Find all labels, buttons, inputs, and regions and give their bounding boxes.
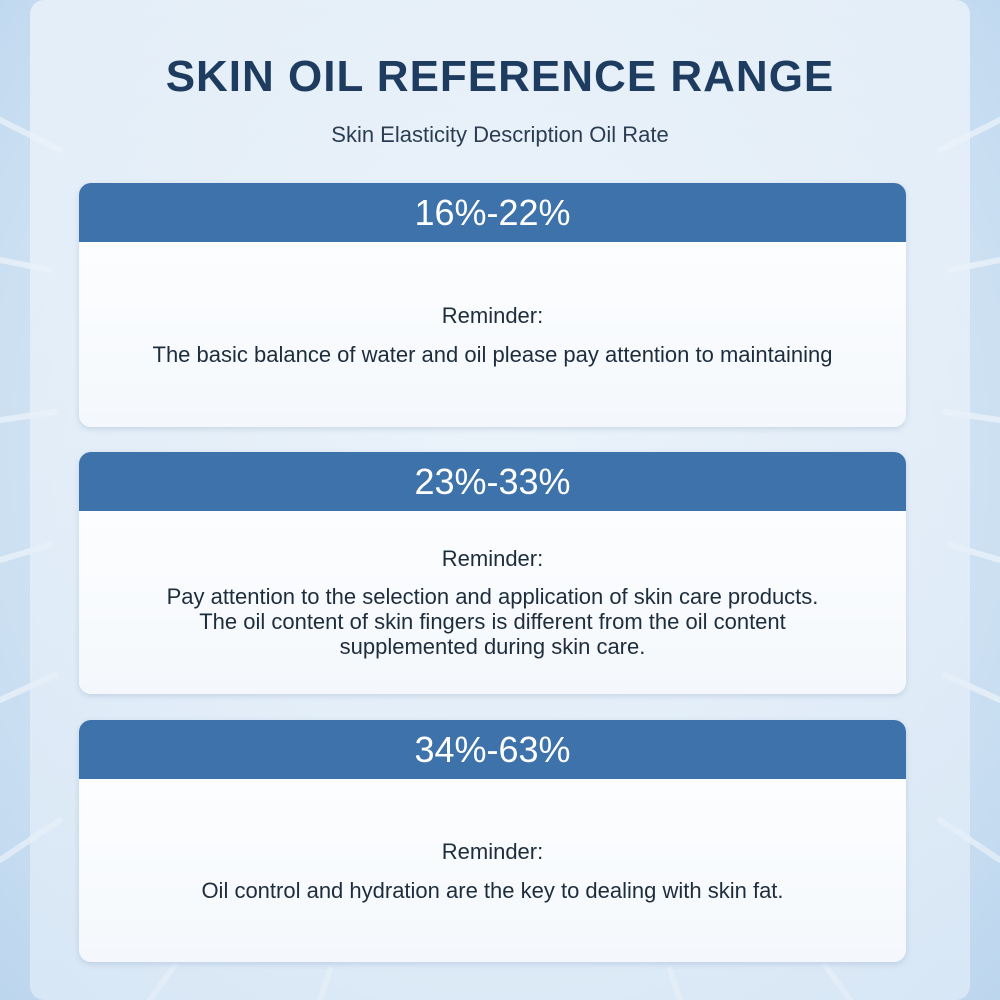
- range-card-3: 34%-63% Reminder: Oil control and hydrat…: [79, 720, 906, 962]
- page-title: SKIN OIL REFERENCE RANGE: [165, 52, 835, 101]
- range-header: 23%-33%: [79, 452, 906, 511]
- reminder-label: Reminder:: [441, 302, 544, 328]
- card-body: Reminder: The basic balance of water and…: [79, 242, 906, 427]
- page-subtitle: Skin Elasticity Description Oil Rate: [331, 122, 669, 147]
- range-header: 16%-22%: [79, 183, 906, 242]
- reminder-label: Reminder:: [441, 838, 544, 864]
- reminder-text: The basic balance of water and oil pleas…: [152, 341, 833, 367]
- range-card-2: 23%-33% Reminder: Pay attention to the s…: [79, 452, 906, 694]
- reminder-label: Reminder:: [441, 546, 544, 571]
- card-body: Reminder: Oil control and hydration are …: [79, 779, 906, 962]
- range-header: 34%-63%: [79, 720, 906, 779]
- range-card-1: 16%-22% Reminder: The basic balance of w…: [79, 183, 906, 427]
- reminder-text: Pay attention to the selection and appli…: [166, 584, 819, 659]
- card-body: Reminder: Pay attention to the selection…: [79, 511, 906, 694]
- reminder-text: Oil control and hydration are the key to…: [201, 877, 784, 903]
